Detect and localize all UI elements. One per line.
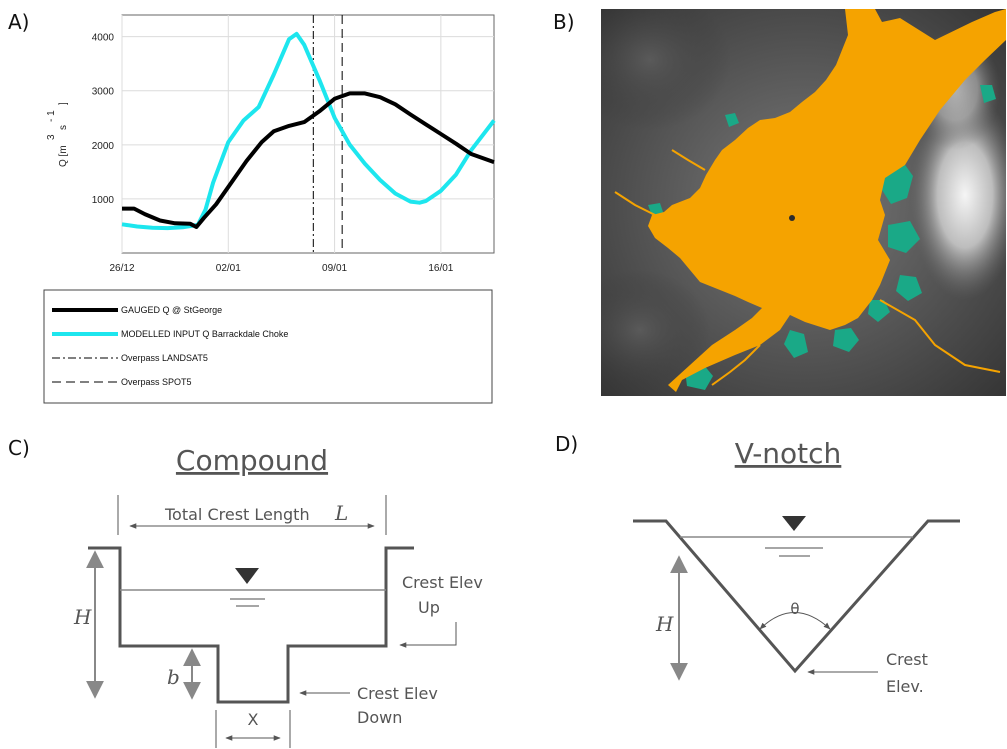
series-gauged-line: [122, 91, 495, 229]
y-tick-label: 4000: [92, 33, 115, 44]
crest-up-pointer: [399, 622, 457, 648]
h-symbol-compound: H: [73, 605, 92, 629]
terrain-lowland-west: [601, 9, 730, 130]
x-axis-ticks: 26/12 02/01 09/01 16/01: [109, 263, 453, 274]
vnotch-crest-label-1: Crest: [886, 650, 928, 669]
x-symbol: X: [248, 710, 259, 729]
length-label: Total Crest Length: [164, 505, 310, 524]
compound-weir-profile: [88, 546, 414, 704]
crest-up-label-2: Up: [418, 598, 440, 617]
flood-extent-map: [601, 9, 1006, 396]
y-label-close: ]: [58, 102, 69, 105]
water-level-triangle-vnotch: [782, 516, 806, 531]
terrain-lowland-southwest: [601, 270, 710, 390]
x-tick-label: 16/01: [428, 263, 453, 274]
x-tick-label: 02/01: [216, 263, 241, 274]
legend-box: [43, 289, 493, 404]
crest-down-label-2: Down: [357, 708, 402, 727]
panel-label-a: A): [8, 10, 30, 34]
vnotch-weir-diagram: V-notch θ H Crest Elev.: [633, 437, 960, 696]
h-symbol-vnotch: H: [655, 612, 674, 636]
y-label-sup1: 3: [46, 134, 57, 140]
y-tick-label: 3000: [92, 87, 115, 98]
y-label-sup2: - 1: [46, 110, 57, 122]
flood-extent: [648, 9, 1006, 392]
legend-label-gauged: GAUGED Q @ StGeorge: [121, 305, 222, 315]
island-marker: [789, 215, 795, 221]
water-level-triangle-compound: [235, 568, 259, 584]
flooded-channels: [614, 149, 1001, 386]
chart-legend: GAUGED Q @ StGeorge MODELLED INPUT Q Bar…: [43, 289, 493, 404]
y-axis-ticks: 1000 2000 3000 4000: [92, 33, 115, 206]
x-tick-label: 09/01: [322, 263, 347, 274]
y-tick-label: 2000: [92, 141, 115, 152]
panel-label-b: B): [553, 10, 575, 34]
vnotch-weir-profile: [633, 519, 960, 674]
compound-title: Compound: [176, 444, 328, 477]
grid-lines: [121, 15, 494, 253]
series-modelled-line: [121, 31, 496, 231]
panel-label-d: D): [555, 432, 579, 456]
crest-down-label-1: Crest Elev: [357, 684, 438, 703]
length-symbol: L: [334, 501, 348, 525]
compound-weir-diagram: Compound Total Crest Length L H b X Cres…: [73, 444, 483, 748]
crest-up-label-1: Crest Elev: [402, 573, 483, 592]
y-axis-label: Q [m 3 s - 1 ]: [46, 102, 69, 167]
theta-symbol: θ: [790, 600, 799, 618]
y-label-unit: s: [58, 125, 69, 130]
theta-arc: [759, 612, 831, 630]
legend-label-spot: Overpass SPOT5: [121, 377, 192, 387]
vnotch-title: V-notch: [735, 437, 842, 470]
legend-label-landsat: Overpass LANDSAT5: [121, 353, 208, 363]
y-tick-label: 1000: [92, 195, 115, 206]
hydrograph-chart: 1000 2000 3000 4000 26/12 02/01 09/01 16/01 Q …: [43, 14, 496, 404]
panel-label-c: C): [8, 436, 30, 460]
x-tick-label: 26/12: [109, 263, 134, 274]
legend-label-modelled: MODELLED INPUT Q Barrackdale Choke: [121, 329, 288, 339]
b-symbol: b: [167, 665, 180, 689]
y-label-main: Q [m: [58, 145, 69, 167]
vnotch-crest-label-2: Elev.: [886, 677, 924, 696]
